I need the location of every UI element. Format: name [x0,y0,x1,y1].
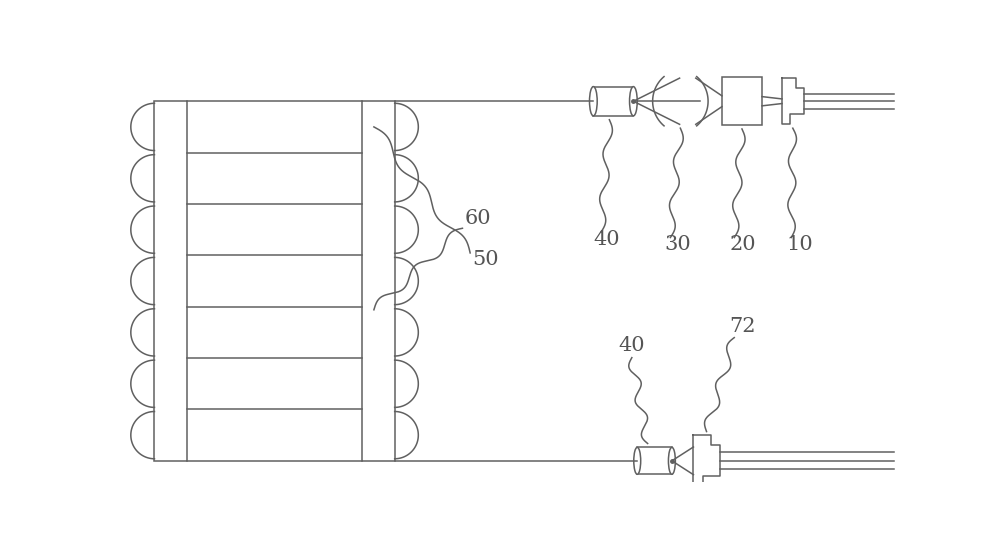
Text: 10: 10 [787,235,813,254]
Ellipse shape [589,87,597,116]
Text: 20: 20 [730,235,756,254]
Ellipse shape [668,447,675,474]
Bar [722,78,762,125]
Ellipse shape [630,87,637,116]
Bar [637,447,672,474]
Text: 30: 30 [664,235,691,254]
Text: 72: 72 [730,317,756,336]
Text: 40: 40 [619,337,645,356]
Text: 40: 40 [593,230,620,249]
Ellipse shape [634,447,641,474]
Bar [154,101,187,461]
Bar [362,101,395,461]
Text: 60: 60 [465,209,491,228]
Bar [593,87,633,116]
Text: 50: 50 [472,250,499,269]
